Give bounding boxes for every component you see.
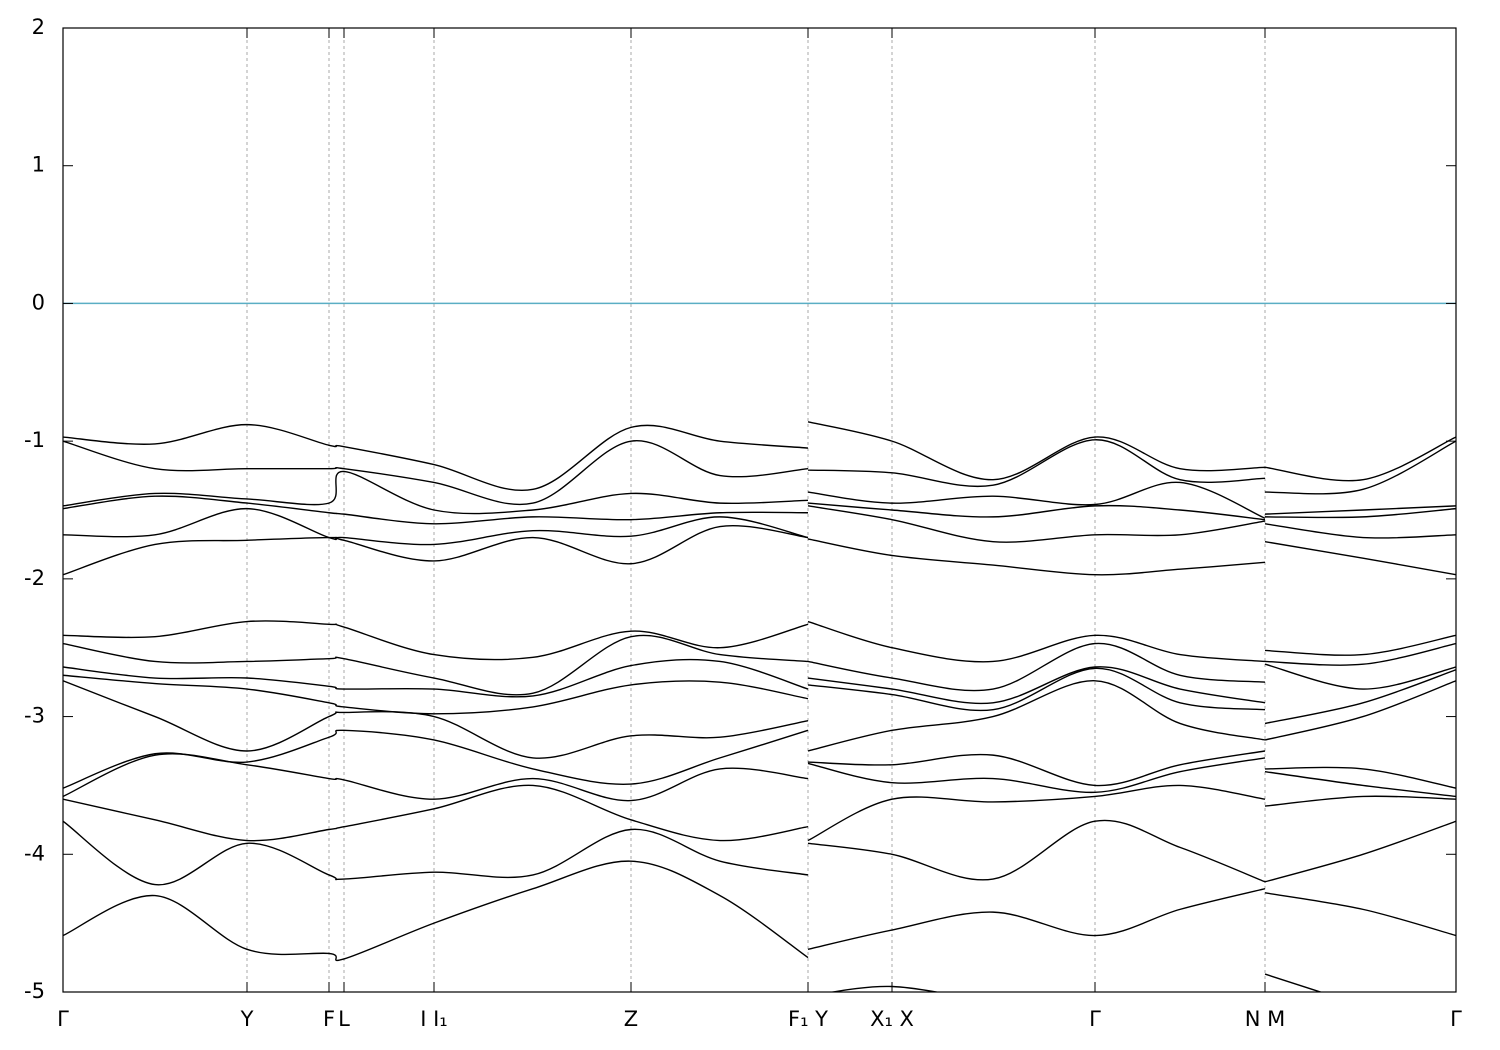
bands (63, 302, 1456, 992)
band-line (63, 658, 1456, 705)
y-tick-label: 2 (32, 15, 45, 39)
band-line (63, 620, 1456, 663)
band-line (63, 784, 1456, 842)
x-tick-label: Γ (57, 1007, 69, 1031)
x-tick-label: Γ (1089, 1007, 1101, 1031)
band-line (63, 439, 1456, 506)
y-tick-label: -1 (24, 428, 45, 452)
y-tick-label: 1 (32, 153, 45, 177)
x-tick-label: Z (624, 1007, 638, 1031)
band-line (63, 470, 1456, 519)
x-tick-label: F (323, 1007, 335, 1031)
y-tick-label: -2 (24, 566, 45, 590)
band-line (63, 421, 1456, 492)
x-tick-label: F₁ Y (788, 1007, 828, 1031)
band-line (63, 505, 1456, 546)
y-tick-label: 0 (32, 290, 45, 314)
x-tick-label: L (338, 1007, 350, 1031)
plot-frame (62, 27, 1457, 993)
band-line (63, 680, 1456, 759)
x-tick-label: N M (1245, 1007, 1286, 1031)
band-line (63, 495, 1456, 525)
band-line (63, 634, 1456, 696)
band-line (63, 819, 1456, 886)
x-tick-label: Γ (1450, 1007, 1462, 1031)
y-tick-label: -3 (24, 704, 45, 728)
ticks: -5 -4 -3 -2 -1 0 1 2 Γ Y F L I I₁ Z F₁ Y X₁ X Γ N M Γ (24, 15, 1462, 1031)
y-tick-label: -5 (24, 979, 45, 1003)
x-tick-label: X₁ X (870, 1007, 914, 1031)
band-line (63, 860, 1456, 962)
band-line (63, 525, 1456, 576)
band-line (63, 753, 1456, 802)
x-tick-label: I I₁ (420, 1007, 447, 1031)
x-tick-label: Y (240, 1007, 254, 1031)
y-tick-label: -4 (24, 841, 45, 865)
band-line (63, 729, 1456, 789)
